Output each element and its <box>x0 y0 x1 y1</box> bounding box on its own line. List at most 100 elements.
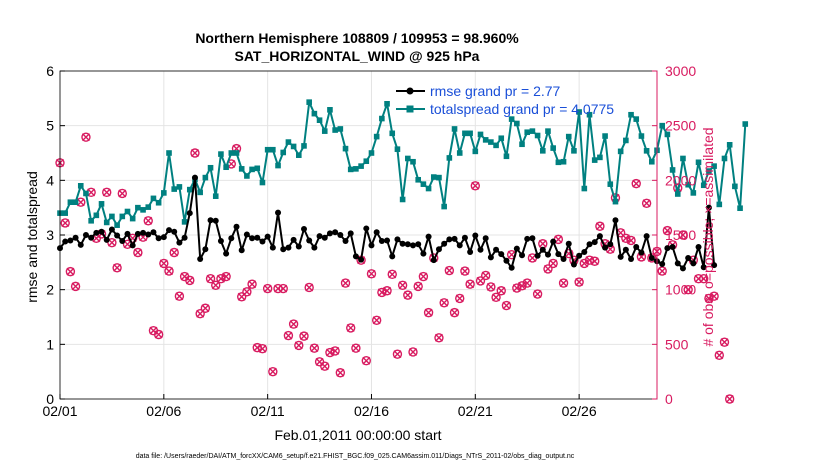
totalspread-point <box>327 107 333 113</box>
series-layer <box>55 99 749 404</box>
rmse-point <box>482 235 489 242</box>
obs-point <box>548 258 558 269</box>
rmse-point <box>679 265 686 272</box>
totalspread-point <box>451 126 458 132</box>
rmse-point <box>586 241 593 248</box>
rmse-point <box>202 246 209 253</box>
rmse-point <box>534 252 541 259</box>
totalspread-point <box>716 201 723 208</box>
obs-assimilated-marker <box>61 218 70 227</box>
totalspread-point <box>186 186 193 193</box>
totalspread-point <box>140 207 146 213</box>
totalspread-point <box>674 191 681 197</box>
totalspread-point <box>539 148 546 154</box>
obs-possible-marker <box>159 258 169 269</box>
obs-assimilated-marker <box>263 284 272 293</box>
obs-assimilated-marker <box>144 216 153 225</box>
totalspread-point <box>103 219 110 226</box>
obs-possible-marker <box>548 258 558 269</box>
legend: rmse grand pr = 2.77 totalspread grand p… <box>396 83 614 117</box>
obs-possible-marker <box>257 344 268 354</box>
rmse-point <box>487 254 494 261</box>
obs-possible-marker <box>392 349 403 359</box>
obs-possible-marker <box>236 292 247 302</box>
obs-point <box>444 265 455 276</box>
obs-assimilated-marker <box>190 149 199 157</box>
rmse-point <box>596 233 603 240</box>
totalspread-point <box>560 158 567 165</box>
totalspread-point <box>706 168 712 174</box>
x-tick-label: 02/16 <box>354 403 389 419</box>
rmse-point <box>264 233 271 240</box>
left-tick-label: 5 <box>46 118 54 134</box>
obs-assimilated-marker <box>310 344 319 353</box>
rmse-point <box>446 236 453 243</box>
obs-point <box>70 281 81 292</box>
obs-possible-marker <box>444 265 455 276</box>
obs-possible-marker <box>631 178 641 189</box>
totalspread-point <box>477 131 484 138</box>
obs-assimilated-marker <box>486 282 495 291</box>
totalspread-point <box>612 198 619 205</box>
obs-point <box>574 277 584 287</box>
totalspread-point <box>218 151 224 157</box>
obs-assimilated-marker <box>699 274 708 283</box>
rmse-point <box>197 256 204 263</box>
obs-point <box>216 274 226 284</box>
totalspread-point <box>700 182 707 189</box>
obs-possible-marker <box>626 235 636 246</box>
rmse-point <box>415 241 422 248</box>
obs-assimilated-marker <box>320 362 329 371</box>
rmse-point <box>77 241 84 248</box>
obs-possible-marker <box>408 347 418 357</box>
obs-assimilated-marker <box>331 346 340 355</box>
totalspread-point <box>83 190 89 197</box>
obs-possible-marker <box>434 333 444 343</box>
obs-possible-marker <box>657 266 667 276</box>
rmse-point <box>259 238 266 245</box>
totalspread-point <box>695 159 702 166</box>
obs-assimilated-marker <box>185 276 194 285</box>
rmse-point <box>389 253 396 260</box>
obs-point <box>626 235 636 246</box>
rmse-point <box>98 228 105 235</box>
obs-assimilated-marker <box>175 292 184 301</box>
rmse-point <box>513 245 520 252</box>
obs-possible-marker <box>517 281 527 291</box>
rmse-point <box>456 242 463 249</box>
totalspread-point <box>524 129 531 136</box>
obs-assimilated-marker <box>715 351 724 360</box>
obs-possible-marker <box>174 291 185 301</box>
obs-assimilated-marker <box>533 290 542 299</box>
totalspread-point <box>171 186 178 192</box>
totalspread-point <box>420 181 427 187</box>
rmse-point <box>570 261 577 268</box>
obs-possible-marker <box>273 283 283 294</box>
obs-possible-marker <box>278 283 288 294</box>
obs-point <box>65 266 76 277</box>
obs-possible-marker <box>574 277 584 287</box>
totalspread-point <box>467 130 473 137</box>
obs-point <box>590 256 600 266</box>
obs-point <box>117 188 127 199</box>
totalspread-point <box>685 181 691 188</box>
obs-possible-marker <box>475 276 486 286</box>
totalspread-point <box>161 190 167 196</box>
left-axis-ticks: 0 1 2 3 4 5 6 <box>46 63 65 407</box>
totalspread-point <box>384 101 390 107</box>
obs-point <box>408 347 418 357</box>
obs-assimilated-marker <box>502 301 511 310</box>
obs-point <box>294 340 304 351</box>
obs-point <box>112 263 122 273</box>
obs-possible-marker <box>704 293 714 304</box>
totalspread-point <box>67 199 74 205</box>
rmse-point <box>352 253 359 260</box>
obs-point <box>242 287 252 297</box>
totalspread-point <box>342 145 349 152</box>
totalspread-point <box>72 199 79 205</box>
totalspread-point <box>124 208 131 215</box>
rmse-point <box>129 242 136 249</box>
obs-assimilated-marker <box>590 257 599 266</box>
obs-point <box>164 266 174 276</box>
rmse-point <box>384 237 391 244</box>
